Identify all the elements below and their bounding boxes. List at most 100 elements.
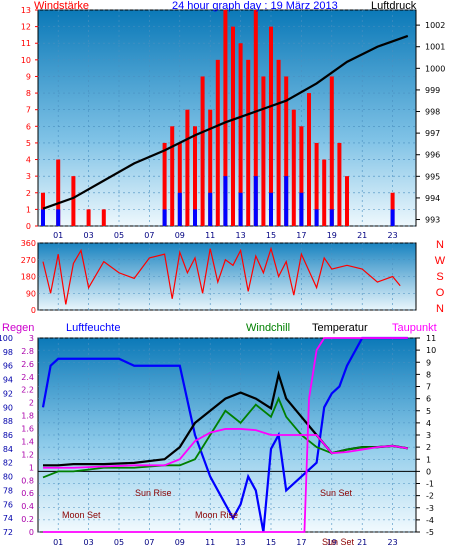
wind-tick-label: 2 xyxy=(26,189,31,198)
wind-bar xyxy=(322,159,327,226)
windchill-label: Windchill xyxy=(246,322,290,334)
wind-bar xyxy=(329,76,334,226)
wind-bar xyxy=(162,209,167,226)
humidity-tick-label: 96 xyxy=(3,362,13,371)
temperature-label: Temperatur xyxy=(312,322,368,334)
wind-bar xyxy=(246,59,251,226)
humidity-tick-label: 74 xyxy=(3,514,13,523)
rain-tick-label: 2.8 xyxy=(21,347,34,356)
temperature-tick-label: 1 xyxy=(426,455,431,464)
compass-letter: S xyxy=(436,271,443,283)
hour-tick-label: 05 xyxy=(114,538,124,547)
pressure-tick-label: 998 xyxy=(425,108,440,117)
annotation-label: Moon Rise xyxy=(195,510,238,520)
wind-bar xyxy=(307,93,311,226)
humidity-tick-label: 78 xyxy=(3,486,13,495)
direction-tick-label: 90 xyxy=(26,289,36,298)
direction-tick-label: 270 xyxy=(21,256,36,265)
hour-tick-label: 01 xyxy=(53,231,63,240)
wind-bar xyxy=(200,76,205,226)
wind-tick-label: 0 xyxy=(26,222,31,231)
wind-bar xyxy=(208,109,213,226)
wind-tick-label: 12 xyxy=(21,23,31,32)
wind-bar xyxy=(269,192,273,226)
temperature-tick-label: -4 xyxy=(426,516,434,525)
direction-tick-label: 360 xyxy=(21,239,36,248)
wind-tick-label: 5 xyxy=(26,139,31,148)
hour-tick-label: 21 xyxy=(357,231,367,240)
hour-tick-label: 17 xyxy=(296,231,306,240)
wind-bar xyxy=(185,109,190,226)
hour-tick-label: 23 xyxy=(388,538,398,547)
humidity-tick-label: 90 xyxy=(3,403,13,412)
humidity-tick-label: 84 xyxy=(3,445,13,454)
pressure-tick-label: 999 xyxy=(425,86,440,95)
temperature-tick-label: 6 xyxy=(426,395,431,404)
humidity-tick-label: 92 xyxy=(3,389,13,398)
hour-tick-label: 07 xyxy=(144,538,154,547)
wind-bar xyxy=(299,126,304,226)
rain-tick-label: 2.2 xyxy=(21,386,34,395)
astronomy-annotations: Moon Set Sun Rise Moon Rise Sun Set Sun Set xyxy=(62,488,355,547)
compass-letter: W xyxy=(435,255,446,267)
temperature-tick-label: 11 xyxy=(426,334,436,343)
temperature-tick-label: 8 xyxy=(426,370,431,379)
wind-bar xyxy=(314,209,319,226)
wind-tick-label: 4 xyxy=(26,156,31,165)
pressure-tick-label: 1002 xyxy=(425,21,445,30)
pressure-tick-label: 996 xyxy=(425,151,440,160)
temperature-tick-label: 0 xyxy=(426,467,431,476)
pressure-line-group xyxy=(42,34,409,210)
hour-tick-label: 11 xyxy=(205,538,215,547)
wind-bar xyxy=(215,59,220,226)
temperature-tick-label: 4 xyxy=(426,419,431,428)
rain-tick-label: 0.2 xyxy=(21,515,34,524)
wind-tick-label: 6 xyxy=(26,122,31,131)
temperature-tick-label: -1 xyxy=(426,480,434,489)
humidity-temperature-grid xyxy=(38,337,416,533)
wind-tick-label: 10 xyxy=(21,56,31,65)
humidity-tick-label: 86 xyxy=(3,431,13,440)
hour-tick-label: 15 xyxy=(266,538,276,547)
wind-bar xyxy=(269,26,273,226)
wind-bar xyxy=(71,176,76,226)
wind-bar xyxy=(261,76,266,226)
wind-bar xyxy=(337,142,342,226)
wind-bar xyxy=(314,142,319,226)
hour-tick-label: 23 xyxy=(388,231,398,240)
annotation-label: Moon Set xyxy=(62,510,101,520)
wind-bar xyxy=(253,176,258,226)
hour-tick-label: 13 xyxy=(236,231,246,240)
rain-tick-label: 2.6 xyxy=(21,360,34,369)
rain-tick-label: 1.6 xyxy=(21,425,34,434)
compass-letter: N xyxy=(436,303,444,315)
wind-tick-label: 3 xyxy=(26,172,31,181)
pressure-line xyxy=(42,34,409,210)
pressure-tick-label: 994 xyxy=(425,194,440,203)
wind-bar xyxy=(56,159,61,226)
compass-letter: N xyxy=(436,239,444,251)
wind-bar xyxy=(238,192,243,226)
temperature-axis-ticks: -5 -4 -3 -2 -1 0 1 2 3 4 5 6 7 8 9 10 11 xyxy=(416,334,436,537)
hour-tick-label: 05 xyxy=(114,231,124,240)
humidity-temperature-lines xyxy=(41,336,408,533)
hour-tick-label: 19 xyxy=(327,538,337,547)
humidity-tick-label: 94 xyxy=(3,376,13,385)
humidity-tick-label: 88 xyxy=(3,417,13,426)
rain-tick-label: 1.2 xyxy=(21,450,34,459)
compass-letter: O xyxy=(436,287,445,299)
series-line-luftfeuchte xyxy=(41,336,408,533)
wind-direction-line xyxy=(42,246,401,305)
wind-tick-label: 13 xyxy=(21,6,31,15)
wind-bars xyxy=(41,10,395,226)
annotation-label: Sun Set xyxy=(322,537,355,547)
humidity-tick-label: 76 xyxy=(3,500,13,509)
rain-tick-label: 0.6 xyxy=(21,489,34,498)
wind-bar xyxy=(299,192,304,226)
hour-tick-label: 01 xyxy=(53,538,63,547)
wind-bar xyxy=(223,10,228,226)
wind-bar xyxy=(345,176,349,226)
rain-tick-label: 3 xyxy=(29,334,34,343)
